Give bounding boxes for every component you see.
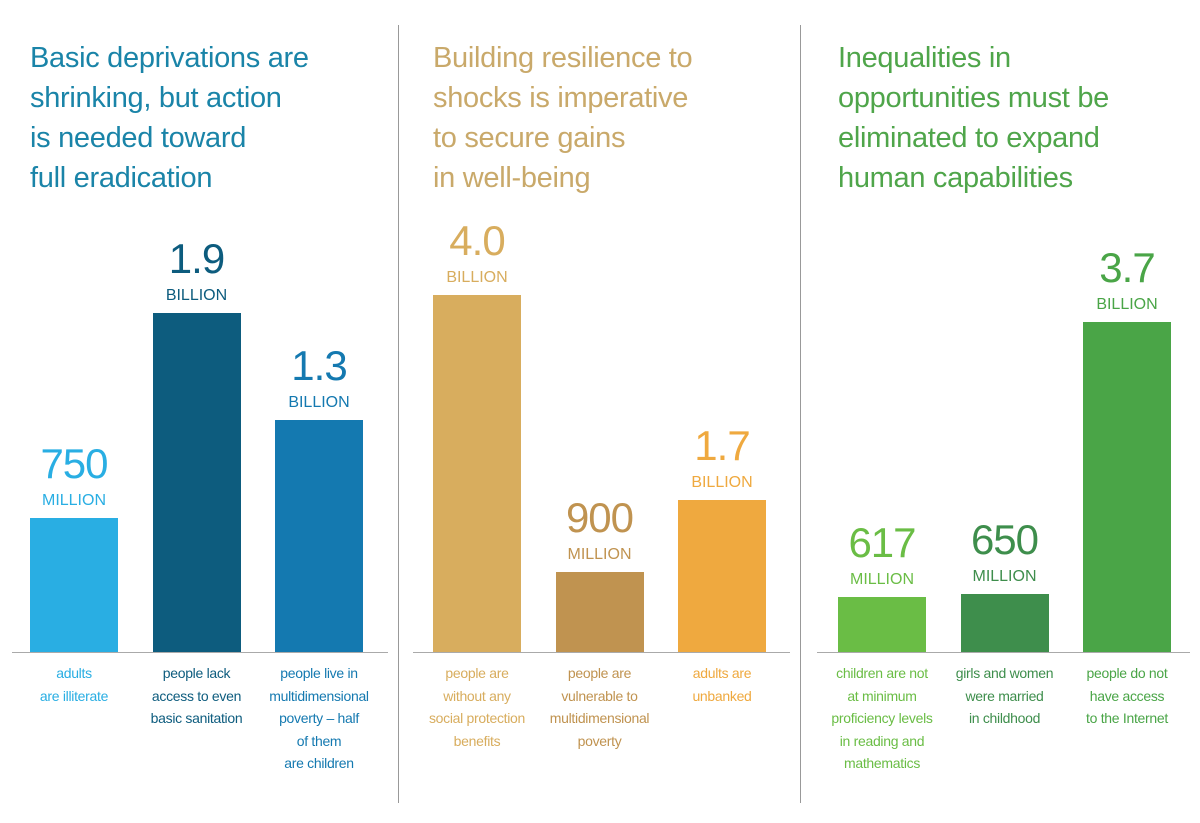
bar-description: girls and women were married in childhoo…	[955, 665, 1054, 726]
separator	[398, 25, 399, 803]
bar-description: adults are illiterate	[39, 665, 109, 704]
value-label: 617	[848, 518, 916, 566]
baseline	[817, 652, 1190, 653]
baseline	[12, 652, 388, 653]
bar-description: people live in multidimensional poverty …	[269, 665, 369, 771]
value-label: 750	[40, 440, 108, 488]
value-unit: MILLION	[849, 570, 914, 588]
value-unit: BILLION	[165, 286, 228, 304]
value-unit: MILLION	[41, 492, 106, 510]
bar	[433, 295, 521, 652]
bar	[30, 518, 118, 652]
value-label: 4.0	[449, 217, 505, 264]
bar	[960, 593, 1049, 652]
baseline	[413, 652, 790, 653]
panel-title: Inequalities in opportunities must be el…	[838, 42, 1109, 194]
bar-description: people are vulnerable to multidimensiona…	[549, 665, 650, 749]
bar-description: children are not at minimum proficiency …	[831, 665, 933, 771]
bar	[678, 500, 766, 652]
value-label: 650	[970, 515, 1039, 563]
panel-title: Basic deprivations are shrinking, but ac…	[30, 42, 309, 194]
bar-description: people are without any social protection…	[428, 665, 526, 749]
panel-title: Building resilience to shocks is imperat…	[433, 42, 693, 194]
bar	[1083, 321, 1171, 652]
value-label: 900	[565, 493, 634, 541]
bar	[275, 419, 363, 652]
value-label: 1.9	[168, 234, 225, 282]
bar-description: adults are unbanked	[692, 665, 752, 704]
value-unit: BILLION	[288, 393, 350, 411]
value-unit: BILLION	[1096, 295, 1158, 313]
value-unit: MILLION	[567, 545, 632, 563]
value-unit: MILLION	[972, 567, 1037, 585]
bar-description: people do not have access to the Interne…	[1086, 665, 1168, 726]
bar-description: people lack access to even basic sanitat…	[150, 665, 243, 726]
value-label: 1.7	[694, 422, 750, 470]
bar	[555, 571, 644, 652]
value-label: 3.7	[1099, 243, 1155, 291]
value-label: 1.3	[291, 341, 347, 389]
bar	[152, 312, 241, 652]
separator	[800, 25, 801, 803]
value-unit: BILLION	[446, 269, 508, 286]
bar	[838, 596, 926, 652]
value-unit: BILLION	[691, 474, 753, 492]
